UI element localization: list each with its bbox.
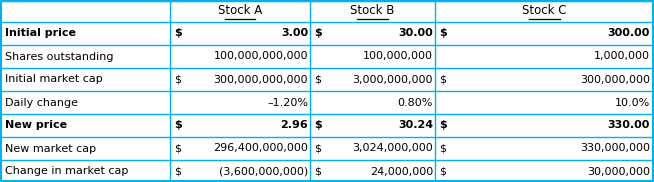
Text: 300,000,000: 300,000,000	[580, 74, 650, 84]
Text: 3,000,000,000: 3,000,000,000	[353, 74, 433, 84]
Text: 2.96: 2.96	[281, 120, 308, 130]
Text: 30.24: 30.24	[398, 120, 433, 130]
Text: New market cap: New market cap	[5, 143, 96, 153]
Text: 3.00: 3.00	[281, 29, 308, 39]
Text: $: $	[439, 74, 446, 84]
Text: Initial price: Initial price	[5, 29, 76, 39]
Text: 1,000,000: 1,000,000	[594, 52, 650, 62]
Text: 300.00: 300.00	[608, 29, 650, 39]
Text: 330.00: 330.00	[608, 120, 650, 130]
Text: $: $	[439, 29, 447, 39]
Text: $: $	[174, 120, 182, 130]
Text: Daily change: Daily change	[5, 98, 78, 108]
Text: $: $	[174, 143, 181, 153]
Text: $: $	[314, 29, 322, 39]
Text: $: $	[314, 120, 322, 130]
Text: Initial market cap: Initial market cap	[5, 74, 103, 84]
Text: Stock B: Stock B	[351, 5, 394, 17]
Text: 330,000,000: 330,000,000	[580, 143, 650, 153]
Text: 100,000,000: 100,000,000	[363, 52, 433, 62]
Text: 100,000,000,000: 100,000,000,000	[213, 52, 308, 62]
Text: $: $	[174, 167, 181, 177]
Text: $: $	[314, 74, 321, 84]
Text: $: $	[174, 74, 181, 84]
Text: $: $	[439, 120, 447, 130]
Text: New price: New price	[5, 120, 67, 130]
Text: 30.00: 30.00	[398, 29, 433, 39]
Text: Shares outstanding: Shares outstanding	[5, 52, 114, 62]
Text: 0.80%: 0.80%	[398, 98, 433, 108]
Text: $: $	[439, 167, 446, 177]
Text: 10.0%: 10.0%	[615, 98, 650, 108]
Text: Stock A: Stock A	[218, 5, 262, 17]
Text: $: $	[314, 143, 321, 153]
Text: 30,000,000: 30,000,000	[587, 167, 650, 177]
Text: $: $	[439, 143, 446, 153]
Text: (3,600,000,000): (3,600,000,000)	[218, 167, 308, 177]
Text: $: $	[314, 167, 321, 177]
Text: –1.20%: –1.20%	[267, 98, 308, 108]
Text: $: $	[174, 29, 182, 39]
Text: 24,000,000: 24,000,000	[370, 167, 433, 177]
Text: Change in market cap: Change in market cap	[5, 167, 128, 177]
Text: 300,000,000,000: 300,000,000,000	[213, 74, 308, 84]
Text: 296,400,000,000: 296,400,000,000	[213, 143, 308, 153]
Text: Stock C: Stock C	[523, 5, 567, 17]
Text: 3,024,000,000: 3,024,000,000	[353, 143, 433, 153]
